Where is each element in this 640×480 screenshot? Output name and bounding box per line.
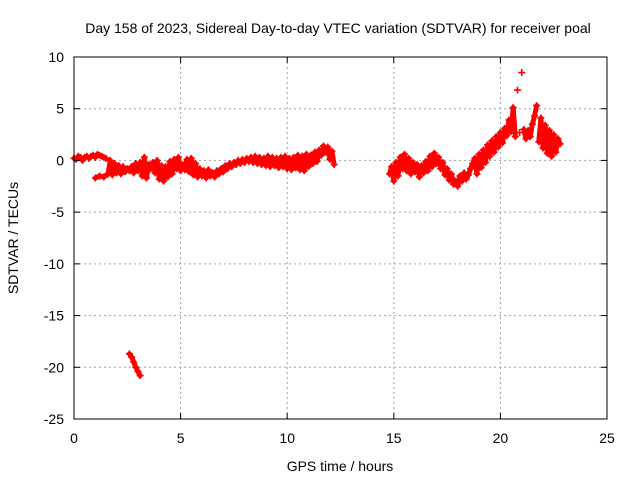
y-tick-label: -15 (44, 308, 64, 324)
x-tick-label: 5 (177, 430, 185, 446)
axis-ticks (73, 56, 608, 420)
tick-labels: 0 5 10 15 20 25 10 5 0 -5 -10 -15 -20 -25 (44, 49, 615, 446)
y-tick-label: -20 (44, 359, 64, 375)
y-tick-label: 0 (56, 152, 64, 168)
x-tick-label: 25 (599, 430, 615, 446)
chart-title: Day 158 of 2023, Sidereal Day-to-day VTE… (85, 20, 591, 36)
x-tick-label: 0 (70, 430, 78, 446)
y-tick-label: -5 (52, 204, 65, 220)
x-axis-label: GPS time / hours (287, 458, 394, 474)
data-point-band (510, 105, 518, 140)
x-tick-label: 10 (279, 430, 295, 446)
y-tick-label: 5 (56, 101, 64, 117)
y-tick-label: -10 (44, 256, 64, 272)
data-point-band (101, 154, 109, 161)
x-tick-label: 15 (386, 430, 402, 446)
data-point-band (135, 368, 143, 379)
data-point (518, 69, 526, 77)
grid-lines (74, 57, 607, 419)
x-tick-label: 20 (493, 430, 509, 446)
data-point (513, 86, 521, 94)
y-axis-label: SDTVAR / TECUs (5, 182, 21, 294)
y-tick-label: 10 (48, 49, 64, 65)
data-point-band (532, 103, 540, 119)
y-tick-label: -25 (44, 411, 64, 427)
data-point-band (555, 136, 563, 147)
data-points (70, 69, 564, 380)
data-point-band (329, 148, 337, 168)
plot-frame (73, 56, 608, 420)
